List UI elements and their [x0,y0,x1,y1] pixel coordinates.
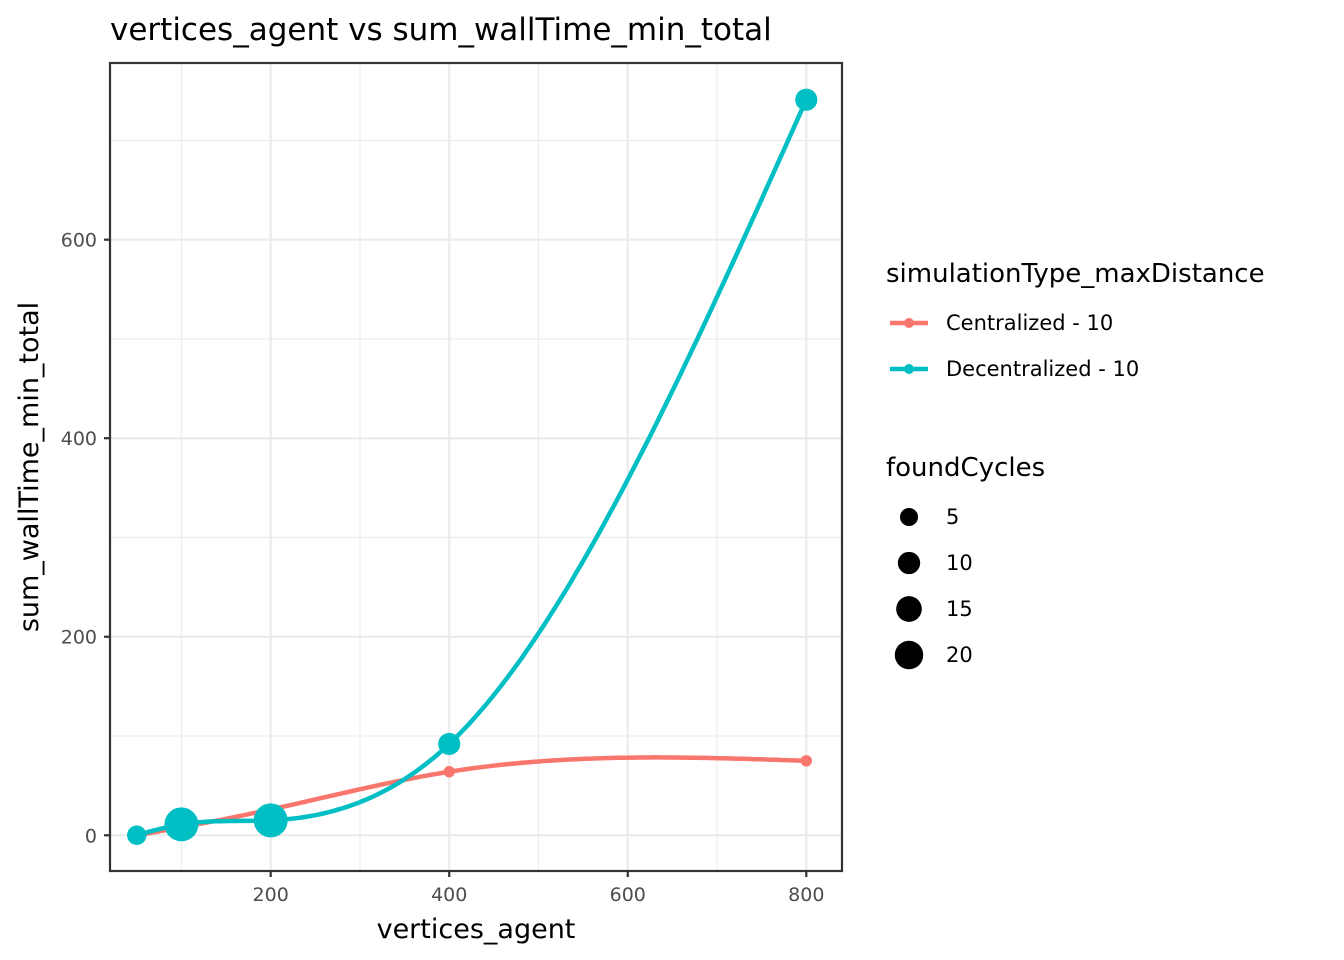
major-gridlines [110,63,842,871]
legend-key-point [904,364,914,374]
size-legend-item: 20 [894,640,973,670]
plot-panel [108,61,844,873]
color-legend-item: Centralized - 10 [890,311,1113,335]
data-point [795,88,818,111]
x-tick-label: 400 [431,884,467,906]
data-point [164,807,199,842]
series-line [134,97,809,838]
size-legend-label: 20 [946,643,973,667]
x-tick-label: 200 [253,884,289,906]
size-legend-label: 5 [946,505,959,529]
x-axis: 200 400 600 800 [253,871,824,906]
y-tick-label: 600 [61,230,97,252]
data-point [438,732,461,756]
series-layer [127,88,818,846]
size-legend-item: 5 [899,505,959,529]
size-legend-key [897,551,921,575]
x-axis-title: vertices_agent [377,914,576,945]
legend-key-point [904,318,914,328]
x-tick-label: 600 [610,884,646,906]
size-legend-item: 10 [897,551,973,575]
series-1 [131,755,813,842]
data-point [800,755,813,767]
legend-label: Centralized - 10 [946,311,1113,335]
chart-title: vertices_agent vs sum_wallTime_min_total [110,12,772,48]
series-line [134,755,809,838]
x-tick-label: 800 [788,884,824,906]
data-point [127,825,147,846]
y-tick-label: 200 [61,627,97,649]
data-point [443,765,455,778]
y-tick-label: 0 [85,825,97,847]
size-legend-label: 10 [946,551,973,575]
legend-label: Decentralized - 10 [946,357,1139,381]
size-legend-item: 15 [896,596,973,622]
data-point [253,803,288,838]
size-legend-key [899,507,919,527]
size-legend-title: foundCycles [886,453,1045,483]
size-legend-items: 5 10 15 20 [894,505,973,670]
y-axis-title: sum_wallTime_min_total [14,302,45,632]
color-legend-title: simulationType_maxDistance [886,259,1265,289]
y-axis: 0 200 400 600 [61,230,110,847]
color-legend-items: Centralized - 10 Decentralized - 10 [890,311,1139,381]
size-legend-label: 15 [946,597,973,621]
series-2 [127,88,818,846]
color-legend-item: Decentralized - 10 [890,357,1139,381]
panel-border [108,61,844,873]
y-tick-label: 400 [61,428,97,450]
size-legend-key [896,596,922,622]
legend: simulationType_maxDistance Centralized -… [886,259,1265,670]
size-legend-key [894,640,924,670]
minor-gridlines [110,63,842,871]
